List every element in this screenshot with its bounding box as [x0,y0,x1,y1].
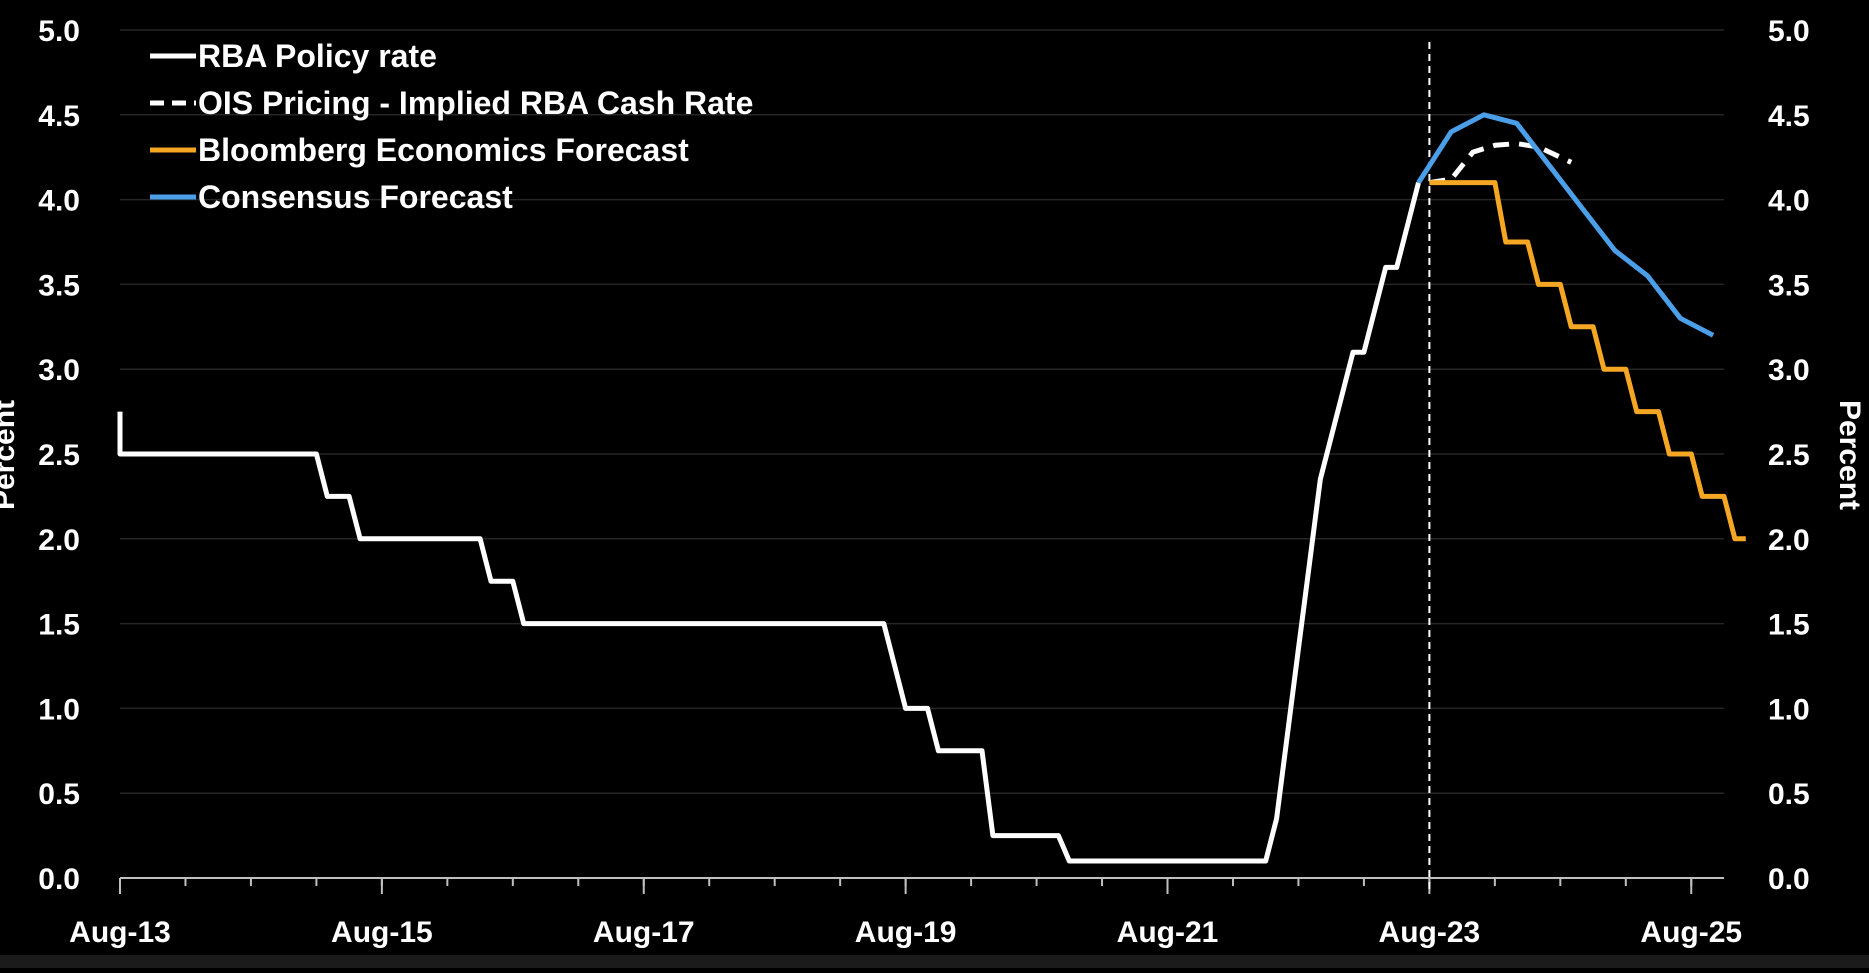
y-axis-title-right: Percent [1833,400,1866,510]
legend-label-bloomberg-economics-forecast: Bloomberg Economics Forecast [198,132,689,168]
y-tick-label-right: 1.5 [1768,609,1810,642]
y-tick-label-right: 3.5 [1768,269,1810,302]
y-tick-label-left: 4.0 [38,185,80,218]
y-tick-label-right: 3.0 [1768,354,1810,387]
x-tick-label: Aug-19 [855,916,957,949]
y-tick-label-left: 2.5 [38,439,80,472]
y-axis-title-left: Percent [0,400,21,510]
legend: RBA Policy rate OIS Pricing - Implied RBA… [150,38,753,215]
y-tick-label-left: 5.0 [38,15,80,48]
legend-label-rba-policy-rate: RBA Policy rate [198,38,437,74]
x-tick-label: Aug-21 [1117,916,1219,949]
y-tick-label-right: 5.0 [1768,15,1810,48]
y-tick-label-right: 0.0 [1768,863,1810,896]
y-tick-label-right: 2.5 [1768,439,1810,472]
y-tick-label-right: 0.5 [1768,778,1810,811]
x-tick-label: Aug-17 [593,916,695,949]
series-line-rba-policy-rate [117,181,1421,864]
series-line-bloomberg-economics-forecast [1429,180,1746,542]
y-tick-label-left: 1.5 [38,609,80,642]
y-tick-label-right: 4.5 [1768,100,1810,133]
bottom-strip [0,955,1869,968]
x-tick-label: Aug-15 [331,916,433,949]
series-line-consensus-forecast [1416,112,1715,338]
y-tick-label-left: 0.0 [38,863,80,896]
series-lines [117,112,1746,864]
y-tick-label-left: 4.5 [38,100,80,133]
y-tick-label-left: 0.5 [38,778,80,811]
y-tick-label-left: 3.0 [38,354,80,387]
x-tick-label: Aug-23 [1379,916,1481,949]
y-tick-label-left: 3.5 [38,269,80,302]
legend-label-consensus-forecast: Consensus Forecast [198,179,513,215]
legend-label-ois-pricing-implied-rba-cash-rate: OIS Pricing - Implied RBA Cash Rate [198,85,753,121]
y-tick-label-right: 2.0 [1768,524,1810,557]
y-tick-label-left: 1.0 [38,693,80,726]
axes: 0.0 0.0 0.5 0.5 1.0 1.0 1.5 1.5 2.0 2.0 2.5 2.5 3.0 3… [38,15,1809,949]
x-tick-label: Aug-13 [69,916,171,949]
series-line-ois-pricing-implied-rba-cash-rate [1429,141,1573,186]
y-tick-label-right: 4.0 [1768,185,1810,218]
y-tick-label-left: 2.0 [38,524,80,557]
y-tick-label-right: 1.0 [1768,693,1810,726]
x-tick-label: Aug-25 [1640,916,1742,949]
